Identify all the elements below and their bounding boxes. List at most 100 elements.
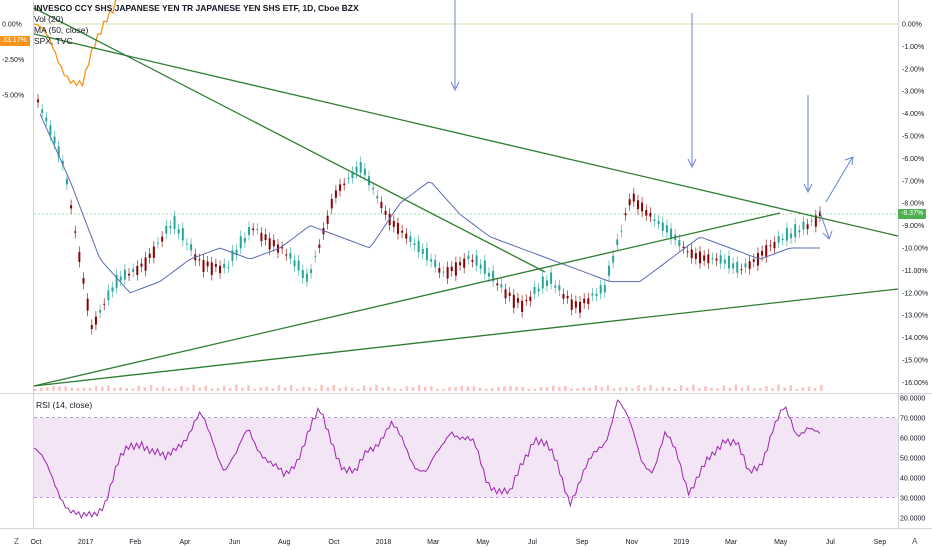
- candle-body: [785, 228, 788, 241]
- candle-body: [339, 184, 342, 191]
- volume-bar: [228, 387, 232, 391]
- volume-bar: [241, 387, 244, 391]
- arrow-down-projection[interactable]: [819, 211, 830, 239]
- rsi-legend[interactable]: RSI (14, close): [36, 400, 93, 410]
- candle-body: [132, 268, 135, 272]
- volume-bar: [283, 387, 287, 391]
- volume-bar: [545, 386, 549, 391]
- volume-bar: [222, 385, 226, 391]
- volume-bar: [478, 387, 482, 391]
- candle-body: [624, 213, 627, 216]
- volume-bar: [247, 385, 250, 391]
- candle-body: [61, 160, 64, 165]
- time-axis-tick: Oct: [328, 539, 339, 546]
- candle-body: [579, 301, 582, 313]
- candle-body: [777, 236, 780, 243]
- candle-body: [231, 250, 234, 261]
- candle-body: [355, 166, 358, 173]
- zoom-button[interactable]: Z: [14, 537, 19, 546]
- candle-body: [310, 269, 313, 274]
- candle-body: [529, 296, 532, 302]
- symbol-title[interactable]: INVESCO CCY SHS JAPANESE YEN TR JAPANESE…: [34, 3, 359, 13]
- candle-body: [512, 294, 515, 308]
- candle-body: [161, 236, 164, 242]
- candle-body: [790, 233, 793, 239]
- chart-legend[interactable]: INVESCO CCY SHS JAPANESE YEN TR JAPANESE…: [34, 3, 359, 47]
- candle-body: [732, 263, 735, 269]
- candle-body: [612, 255, 615, 263]
- arrow-head: [822, 230, 833, 240]
- candle-body: [140, 263, 143, 267]
- time-axis-ticks: Oct 2017 Feb Apr Jun Aug Oct 2018 Mar May Jul Sep No…: [31, 539, 887, 546]
- trendline-steep-descending[interactable]: [33, 7, 546, 273]
- candle-body: [707, 254, 710, 264]
- candle-body: [459, 262, 462, 266]
- candle-body: [37, 99, 39, 103]
- trendline-rising-support[interactable]: [33, 212, 781, 387]
- candle-body: [169, 225, 172, 228]
- candle-body: [442, 271, 445, 273]
- candle-body: [351, 171, 354, 179]
- candle-body: [521, 300, 524, 313]
- volume-bar: [631, 388, 634, 391]
- price-panel[interactable]: [34, 0, 898, 393]
- price-candles: [37, 93, 821, 335]
- volume-bar: [515, 386, 518, 391]
- candle-body: [103, 303, 106, 305]
- candle-body: [773, 241, 776, 249]
- volume-bar: [107, 385, 110, 391]
- spx-compare-label[interactable]: SPX, TVC: [34, 36, 73, 46]
- rsi-axis-tick: 20.0000: [900, 516, 925, 523]
- candle-body: [401, 230, 404, 233]
- arrow-up-projection[interactable]: [825, 157, 853, 203]
- candle-body: [214, 264, 217, 267]
- candle-body: [285, 254, 288, 256]
- volume-bar: [381, 387, 384, 391]
- volume-bar: [131, 388, 134, 391]
- time-axis-tick: Sep: [576, 539, 589, 546]
- trendline-long-support[interactable]: [33, 288, 899, 387]
- volume-bar: [588, 387, 591, 391]
- candle-body: [678, 239, 681, 247]
- candle-body: [82, 277, 85, 284]
- candle-body: [446, 267, 449, 279]
- volume-bar: [533, 388, 537, 391]
- candle-body: [49, 125, 52, 136]
- volume-bar: [661, 386, 665, 391]
- candle-body: [235, 249, 238, 256]
- volume-bar: [70, 387, 74, 391]
- rsi-band: [34, 418, 898, 497]
- ma-study-label[interactable]: MA (50, close): [34, 25, 89, 35]
- volume-bar: [88, 387, 92, 391]
- volume-bar: [576, 388, 579, 391]
- candle-body: [144, 257, 147, 271]
- right-axis-tick: -9.00%: [902, 223, 924, 230]
- volume-bar: [704, 385, 707, 391]
- time-axis-tick: Sep: [874, 539, 887, 546]
- time-axis-tick: May: [476, 539, 490, 546]
- volume-bar: [807, 386, 811, 391]
- candle-body: [723, 259, 726, 264]
- time-axis-tick: Aug: [278, 539, 291, 546]
- vol-study-label[interactable]: Vol (20): [34, 14, 64, 24]
- candle-body: [347, 177, 350, 179]
- volume-bar: [143, 387, 147, 391]
- candle-body: [802, 221, 805, 230]
- ma-line: [39, 113, 820, 294]
- volume-bar: [271, 388, 275, 391]
- annotation-arrows[interactable]: [450, 0, 854, 240]
- right-axis-tick: -2.00%: [902, 66, 924, 73]
- volume-bar: [417, 385, 421, 391]
- volume-bar: [454, 386, 457, 391]
- trendlines[interactable]: [33, 7, 899, 387]
- right-axis-ticks: 0.00% -1.00% -2.00% -3.00% -4.00% -5.00% -6.00…: [902, 22, 928, 387]
- candle-body: [715, 258, 718, 261]
- candle-body: [665, 225, 668, 233]
- trendline-upper-descending[interactable]: [33, 33, 899, 237]
- right-axis-tick: -4.00%: [902, 111, 924, 118]
- candle-body: [471, 259, 474, 262]
- candle-body: [264, 234, 267, 241]
- auto-scale-button[interactable]: A: [912, 537, 918, 546]
- candle-body: [686, 251, 689, 253]
